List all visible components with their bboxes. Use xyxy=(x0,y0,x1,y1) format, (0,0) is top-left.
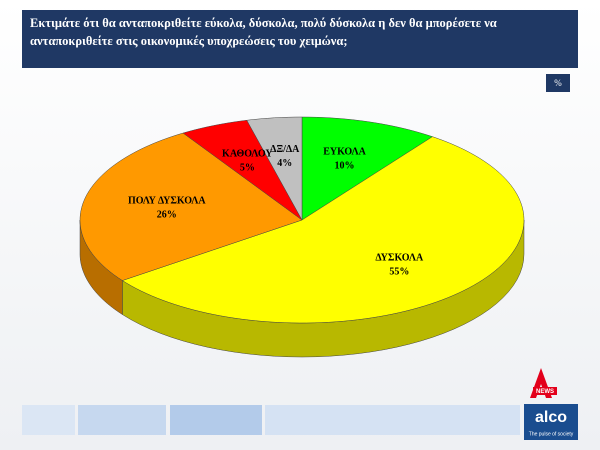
value-label: 10% xyxy=(335,161,355,172)
badge xyxy=(533,387,557,395)
unit-box xyxy=(546,74,570,92)
slice xyxy=(246,116,303,221)
chart-title: Εκτιμάτε ότι θα ανταποκριθείτε εύκολα, δ… xyxy=(30,16,497,48)
value-label: 55% xyxy=(389,266,409,277)
slice-label: ΠΟΛΥ ΔΥΣΚΟΛΑ xyxy=(128,195,206,206)
title-box: Εκτιμάτε ότι θα ανταποκριθείτε εύκολα, δ… xyxy=(30,16,497,48)
value-label: 26% xyxy=(157,209,177,220)
logo-box xyxy=(524,404,578,440)
footer: NEWS alco The pulse of society xyxy=(22,368,578,440)
tagline: The pulse of society xyxy=(529,431,574,437)
badge-text: NEWS xyxy=(536,389,554,395)
slice xyxy=(79,132,303,281)
slice-label: ΕΥΚΟΛΑ xyxy=(323,147,366,158)
title-bar xyxy=(22,10,578,68)
slice-label: ΚΑΘΟΛΟΥ xyxy=(222,149,273,160)
value-label: 5% xyxy=(240,163,255,174)
footer-block xyxy=(170,405,262,435)
logo-text: alco xyxy=(535,409,567,426)
footer-block xyxy=(78,405,166,435)
slice xyxy=(301,116,434,221)
footer-block xyxy=(265,405,520,435)
value-label: 4% xyxy=(277,158,292,169)
slice-label: ΔΥΣΚΟΛΑ xyxy=(375,252,424,263)
slice-label: ΔΞ/ΔΑ xyxy=(270,144,300,155)
pie: ΕΥΚΟΛΑ 10% ΔΥΣΚΟΛΑ 55% ΠΟΛΥ ΔΥΣΚΟΛΑ 26% ΚΑΘΟΛΟ… xyxy=(79,116,525,358)
slice xyxy=(182,119,303,221)
footer-block xyxy=(22,405,75,435)
unit-label: % xyxy=(554,78,562,88)
slice xyxy=(121,136,525,324)
